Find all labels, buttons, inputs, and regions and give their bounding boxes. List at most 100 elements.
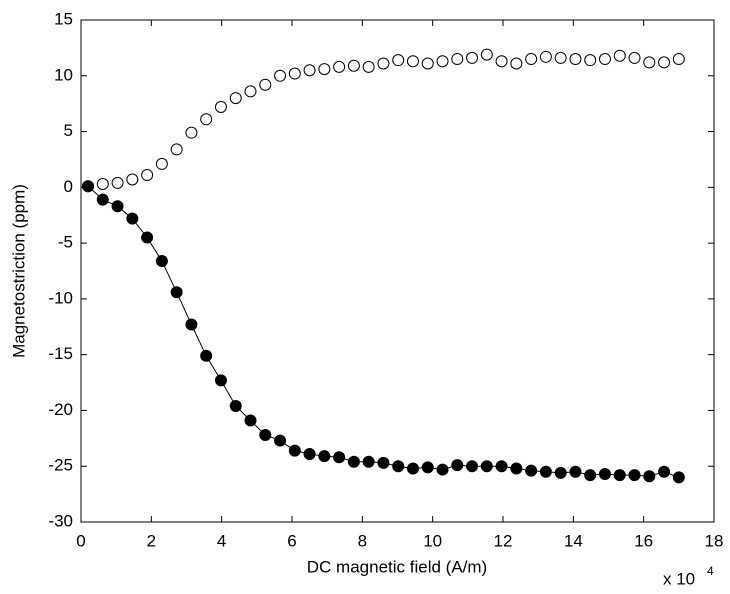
data-point <box>126 173 139 186</box>
data-point <box>214 374 227 387</box>
x-tick-label: 18 <box>705 531 724 550</box>
data-point <box>229 92 242 105</box>
data-point <box>466 51 479 64</box>
data-point <box>259 428 272 441</box>
y-tick-label: -10 <box>48 288 73 307</box>
y-tick-label: 10 <box>54 65 73 84</box>
data-point <box>598 53 611 66</box>
x-tick-label: 12 <box>494 531 513 550</box>
data-point <box>554 466 567 479</box>
data-point <box>259 78 272 91</box>
data-point <box>96 193 109 206</box>
data-point <box>466 460 479 473</box>
data-point <box>377 57 390 70</box>
y-tick-label: -5 <box>58 233 73 252</box>
data-point <box>141 169 154 182</box>
data-point <box>170 143 183 156</box>
data-point <box>658 465 671 478</box>
data-point <box>613 49 626 62</box>
data-point <box>303 64 316 77</box>
data-point <box>451 459 464 472</box>
x-multiplier: x 10 <box>663 569 695 588</box>
data-point <box>244 414 257 427</box>
data-point <box>554 51 567 64</box>
x-tick-label: 16 <box>634 531 653 550</box>
data-point <box>510 57 523 70</box>
y-tick-label: -20 <box>48 400 73 419</box>
data-point <box>244 85 257 98</box>
data-point <box>318 450 331 463</box>
data-point <box>96 177 109 190</box>
data-point <box>333 60 346 73</box>
x-tick-label: 2 <box>147 531 156 550</box>
data-point <box>362 60 375 73</box>
data-point <box>525 464 538 477</box>
data-point <box>185 318 198 331</box>
plot-frame <box>80 19 715 523</box>
data-point <box>347 455 360 468</box>
data-point <box>539 50 552 63</box>
data-point <box>111 200 124 213</box>
data-point <box>288 67 301 80</box>
x-tick-label: 14 <box>564 531 583 550</box>
data-point <box>569 53 582 66</box>
data-point <box>406 462 419 475</box>
data-point <box>510 462 523 475</box>
data-point <box>613 469 626 482</box>
x-tick-label: 10 <box>423 531 442 550</box>
y-tick-label: -15 <box>48 344 73 363</box>
data-point <box>628 51 641 64</box>
data-point <box>318 63 331 76</box>
data-point <box>436 55 449 68</box>
data-point <box>274 69 287 82</box>
data-point <box>672 53 685 66</box>
data-point <box>214 101 227 114</box>
data-point <box>539 465 552 478</box>
x-tick-label: 4 <box>217 531 226 550</box>
data-point <box>643 56 656 69</box>
data-point <box>229 399 242 412</box>
data-point <box>274 434 287 447</box>
data-point <box>288 444 301 457</box>
y-tick-label: 0 <box>64 177 73 196</box>
data-point <box>584 469 597 482</box>
y-tick-label: -25 <box>48 456 73 475</box>
data-point <box>185 126 198 139</box>
data-point <box>495 55 508 68</box>
data-point <box>347 59 360 72</box>
data-point <box>480 48 493 61</box>
x-multiplier-exponent: 4 <box>707 564 714 578</box>
data-point <box>421 57 434 70</box>
data-point <box>628 469 641 482</box>
data-point <box>392 54 405 67</box>
y-tick-label: 15 <box>54 9 73 28</box>
y-tick-label: 5 <box>64 121 73 140</box>
data-point <box>170 286 183 299</box>
data-point <box>598 468 611 481</box>
data-point <box>643 470 656 483</box>
data-point <box>82 180 95 193</box>
data-point <box>333 451 346 464</box>
data-point <box>155 254 168 267</box>
data-point <box>525 53 538 66</box>
data-point <box>377 456 390 469</box>
data-point <box>495 460 508 473</box>
x-tick-label: 6 <box>287 531 296 550</box>
data-point <box>480 460 493 473</box>
x-tick-label: 0 <box>76 531 85 550</box>
data-point <box>155 157 168 170</box>
data-point <box>392 460 405 473</box>
data-point <box>421 461 434 474</box>
x-tick-label: 8 <box>358 531 367 550</box>
y-tick-label: -30 <box>48 511 73 530</box>
data-point <box>658 56 671 69</box>
data-point <box>406 55 419 68</box>
data-point <box>672 471 685 484</box>
data-point <box>436 463 449 476</box>
data-point <box>200 349 213 362</box>
data-point <box>569 465 582 478</box>
data-point <box>111 176 124 189</box>
data-point <box>584 54 597 67</box>
data-point <box>451 53 464 66</box>
